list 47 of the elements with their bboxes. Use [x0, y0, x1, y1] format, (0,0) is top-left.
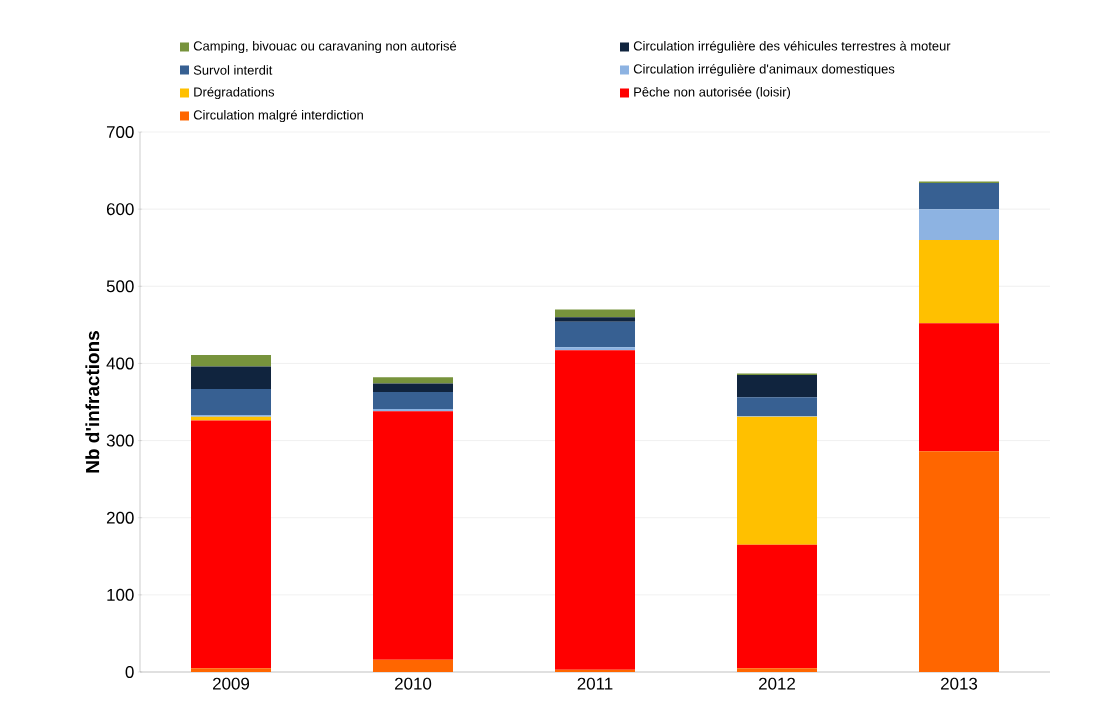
bar [737, 416, 817, 545]
y-tick-label: 100 [107, 588, 134, 601]
y-tick-label: 500 [106, 280, 134, 293]
bar [555, 350, 635, 670]
bar [191, 420, 271, 669]
bar [919, 240, 1000, 324]
bar [555, 317, 635, 322]
legend-label: Survol interdit [193, 65, 273, 75]
bar [919, 209, 1000, 240]
x-tick-label: 2009 [213, 677, 250, 690]
bar [737, 544, 817, 669]
bar [373, 391, 453, 409]
bar [555, 309, 635, 318]
legend-label: Circulation irrégulière d'animaux domestiques [633, 63, 895, 77]
legend-label: Pêche non autorisée (loisir) [634, 86, 791, 100]
y-tick-label: 700 [106, 126, 134, 138]
x-tick-label: 2013 [941, 677, 978, 690]
y-tick-label: 600 [106, 203, 134, 216]
bar [191, 388, 271, 416]
bar [919, 451, 1000, 672]
bar [555, 321, 635, 348]
bar [191, 668, 271, 672]
y-tick-label: 0 [125, 666, 134, 678]
y-axis-title: Nb d'infractions [85, 331, 100, 473]
bar [737, 375, 817, 398]
x-tick-label: 2011 [577, 677, 613, 690]
bar [919, 323, 1000, 452]
bar [373, 411, 453, 660]
y-tick-label: 400 [106, 357, 134, 370]
bar [737, 668, 817, 672]
legend-label: Camping, bivouac ou caravaning non autorisé [193, 40, 457, 54]
bar [191, 366, 271, 389]
bar [191, 416, 271, 421]
bar [737, 397, 817, 416]
x-tick-label: 2012 [759, 677, 795, 690]
bar [555, 347, 635, 351]
bar [373, 377, 453, 384]
bar [191, 354, 271, 367]
legend-label: Circulation irrégulière des véhicules terrestres à moteur [633, 40, 951, 54]
legend-label: Circulation malgré interdiction [193, 109, 363, 123]
bar [373, 659, 453, 672]
bar [919, 182, 1000, 210]
bar [373, 383, 453, 392]
y-tick-label: 200 [106, 511, 134, 524]
x-tick-label: 2010 [395, 677, 432, 690]
legend-label: Drégradations [194, 86, 275, 100]
y-tick-label: 300 [106, 434, 134, 447]
